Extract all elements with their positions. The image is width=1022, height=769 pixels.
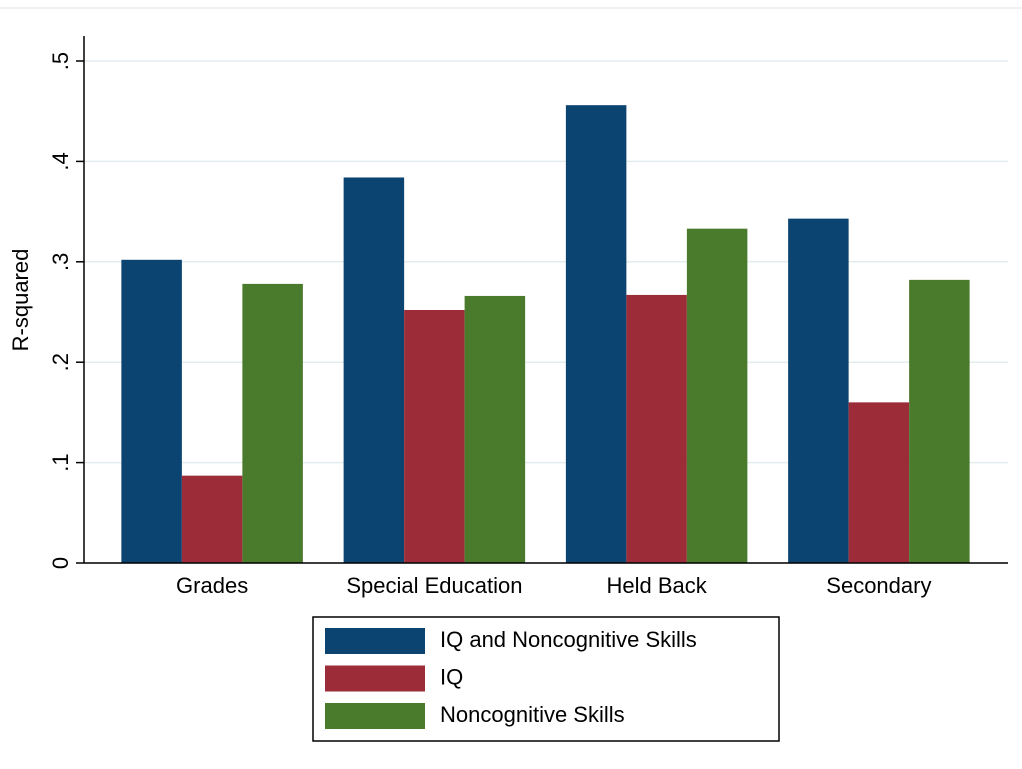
x-tick-label: Special Education (346, 573, 522, 598)
y-tick-label: .1 (48, 453, 73, 471)
bar (343, 177, 405, 564)
legend-swatch (325, 665, 425, 692)
bar (788, 218, 849, 564)
bar (848, 402, 910, 563)
legend-label: IQ (440, 664, 463, 689)
bar (181, 475, 243, 563)
legend-label: IQ and Noncognitive Skills (440, 627, 697, 652)
bar (626, 294, 687, 563)
y-axis-label: R-squared (8, 249, 33, 352)
y-tick-label: 0 (48, 557, 73, 569)
y-tick-label: .3 (48, 253, 73, 271)
y-tick-label: .4 (48, 152, 73, 170)
legend-swatch (325, 628, 425, 654)
bar (909, 279, 970, 563)
legend-swatch (325, 703, 425, 729)
bar (565, 105, 627, 564)
bar (404, 309, 465, 563)
bar (242, 283, 303, 563)
y-tick-label: .2 (48, 353, 73, 371)
bar (121, 259, 182, 563)
x-tick-label: Secondary (826, 573, 931, 598)
x-tick-label: Grades (176, 573, 248, 598)
y-tick-label: .5 (48, 52, 73, 70)
bar (464, 295, 526, 563)
legend-label: Noncognitive Skills (440, 702, 625, 727)
bar (686, 228, 748, 563)
x-tick-label: Held Back (606, 573, 707, 598)
